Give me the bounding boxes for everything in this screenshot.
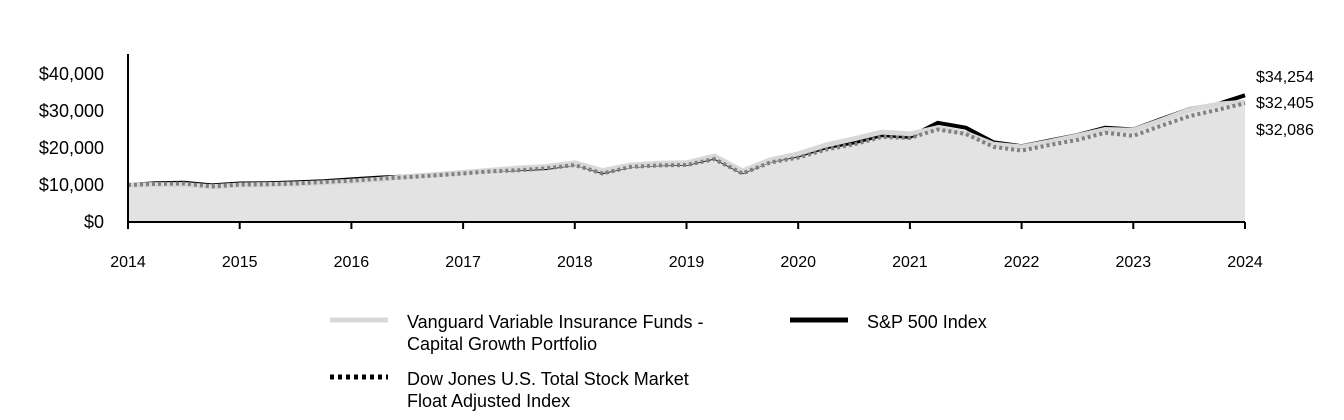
legend-item-sp500: S&P 500 Index xyxy=(790,312,987,332)
x-tick-label: 2015 xyxy=(222,254,258,271)
legend-label-dj-1: Dow Jones U.S. Total Stock Market xyxy=(407,369,689,389)
x-tick-label: 2022 xyxy=(1004,254,1040,271)
x-tick-label: 2020 xyxy=(780,254,816,271)
legend: Vanguard Variable Insurance Funds - Capi… xyxy=(330,312,987,411)
legend-label-dj-2: Float Adjusted Index xyxy=(407,391,570,411)
y-tick-label: $30,000 xyxy=(39,101,104,121)
end-label-dj: $32,086 xyxy=(1256,122,1314,139)
y-tick-label: $0 xyxy=(84,212,104,232)
series-line-dj xyxy=(127,101,1246,189)
x-tick-label: 2014 xyxy=(110,254,146,271)
legend-label-sp500: S&P 500 Index xyxy=(867,312,987,332)
fund-area xyxy=(128,102,1245,222)
x-tick-label: 2024 xyxy=(1227,254,1263,271)
x-tick-label: 2018 xyxy=(557,254,593,271)
y-tick-label: $10,000 xyxy=(39,175,104,195)
y-tick-label: $40,000 xyxy=(39,64,104,84)
end-labels: $34,254 $32,405 $32,086 xyxy=(1256,69,1314,139)
legend-item-dj: Dow Jones U.S. Total Stock Market Float … xyxy=(330,369,689,411)
end-label-sp500: $34,254 xyxy=(1256,69,1314,86)
axes: $0 $10,000 $20,000 $30,000 $40,000 2014 2015 20… xyxy=(39,54,1263,271)
legend-label-fund-1: Vanguard Variable Insurance Funds - xyxy=(407,312,704,332)
x-tick-label: 2023 xyxy=(1116,254,1152,271)
legend-label-fund-2: Capital Growth Portfolio xyxy=(407,334,597,354)
y-tick-label: $20,000 xyxy=(39,138,104,158)
end-label-fund: $32,405 xyxy=(1256,95,1314,112)
legend-item-fund: Vanguard Variable Insurance Funds - Capi… xyxy=(330,312,704,354)
plot-area xyxy=(127,93,1246,222)
x-tick-label: 2021 xyxy=(892,254,928,271)
x-tick-label: 2017 xyxy=(445,254,481,271)
x-tick-label: 2019 xyxy=(669,254,705,271)
x-tick-label: 2016 xyxy=(334,254,370,271)
